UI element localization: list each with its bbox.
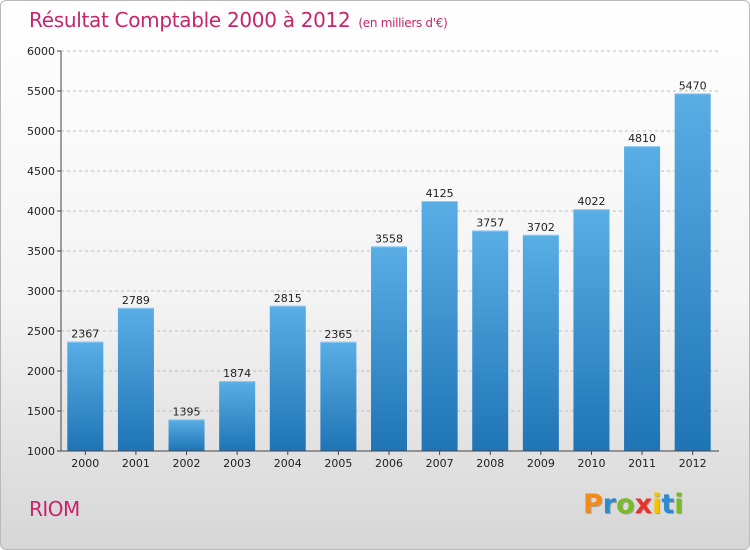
bar-2004 — [269, 305, 306, 451]
x-tick-label: 2010 — [577, 457, 605, 470]
y-tick-label: 4000 — [27, 205, 55, 218]
bar-value-label: 3757 — [476, 216, 504, 229]
y-tick-label: 1000 — [27, 445, 55, 458]
chart-subtitle: (en milliers d'€) — [358, 16, 448, 30]
bar-2002 — [168, 419, 205, 451]
bar-value-label: 4810 — [628, 132, 656, 145]
bar-value-label: 4022 — [577, 195, 605, 208]
bar-2006 — [371, 246, 407, 451]
bar-value-label: 5470 — [679, 79, 707, 92]
y-tick-label: 3500 — [27, 245, 55, 258]
logo-letter: r — [602, 489, 617, 520]
y-tick-label: 2500 — [27, 325, 55, 338]
logo-letter: P — [583, 489, 603, 520]
x-tick-label: 2006 — [375, 457, 403, 470]
logo-letter: o — [616, 489, 635, 520]
bar-value-label: 1395 — [173, 405, 201, 418]
bars — [67, 93, 711, 452]
y-tick-label: 3000 — [27, 285, 55, 298]
bar-2003 — [219, 381, 256, 451]
bar-2009 — [522, 234, 559, 451]
bar-value-label: 3558 — [375, 232, 403, 245]
y-tick-label: 6000 — [27, 45, 55, 58]
x-tick-label: 2011 — [628, 457, 656, 470]
labels: 1000 1500 2000 2500 3000 3500 4000 4500 5000 5500… — [27, 45, 707, 470]
x-tick-label: 2008 — [476, 457, 504, 470]
bar-value-label: 3702 — [527, 221, 555, 234]
axes — [57, 50, 719, 455]
y-tick-label: 5500 — [27, 85, 55, 98]
y-tick-label: 2000 — [27, 365, 55, 378]
bar-value-label: 2367 — [71, 328, 99, 341]
bar-2005 — [320, 341, 357, 451]
bar-value-label: 2789 — [122, 294, 150, 307]
bar-2007 — [421, 201, 458, 451]
bar-value-label: 4125 — [426, 187, 454, 200]
bar-2008 — [472, 230, 509, 451]
x-tick-label: 2005 — [324, 457, 352, 470]
x-tick-label: 2012 — [679, 457, 707, 470]
x-tick-label: 2007 — [426, 457, 454, 470]
bar-value-label: 2815 — [274, 292, 302, 305]
bar-2000 — [67, 341, 104, 451]
y-tick-label: 4500 — [27, 165, 55, 178]
bar-value-label: 1874 — [223, 367, 251, 380]
x-tick-label: 2009 — [527, 457, 555, 470]
commune-name: RIOM — [29, 497, 80, 521]
logo-letter: i — [674, 489, 684, 520]
x-tick-label: 2001 — [122, 457, 150, 470]
logo-letter: i — [652, 489, 662, 520]
bar-2011 — [624, 146, 661, 451]
proxiti-logo[interactable]: Proxiti — [583, 489, 684, 520]
bar-2010 — [573, 209, 610, 451]
x-tick-label: 2002 — [173, 457, 201, 470]
x-tick-label: 2004 — [274, 457, 302, 470]
x-tick-label: 2003 — [223, 457, 251, 470]
chart-title-text: Résultat Comptable 2000 à 2012 — [29, 8, 351, 32]
y-tick-label: 1500 — [27, 405, 55, 418]
bar-value-label: 2365 — [324, 328, 352, 341]
logo-letter: x — [634, 489, 653, 520]
y-tick-label: 5000 — [27, 125, 55, 138]
bar-2001 — [117, 307, 154, 451]
x-tick-label: 2000 — [71, 457, 99, 470]
bar-2012 — [674, 93, 711, 452]
logo-letter: t — [661, 489, 675, 520]
chart-title: Résultat Comptable 2000 à 2012 (en millie… — [29, 8, 448, 32]
